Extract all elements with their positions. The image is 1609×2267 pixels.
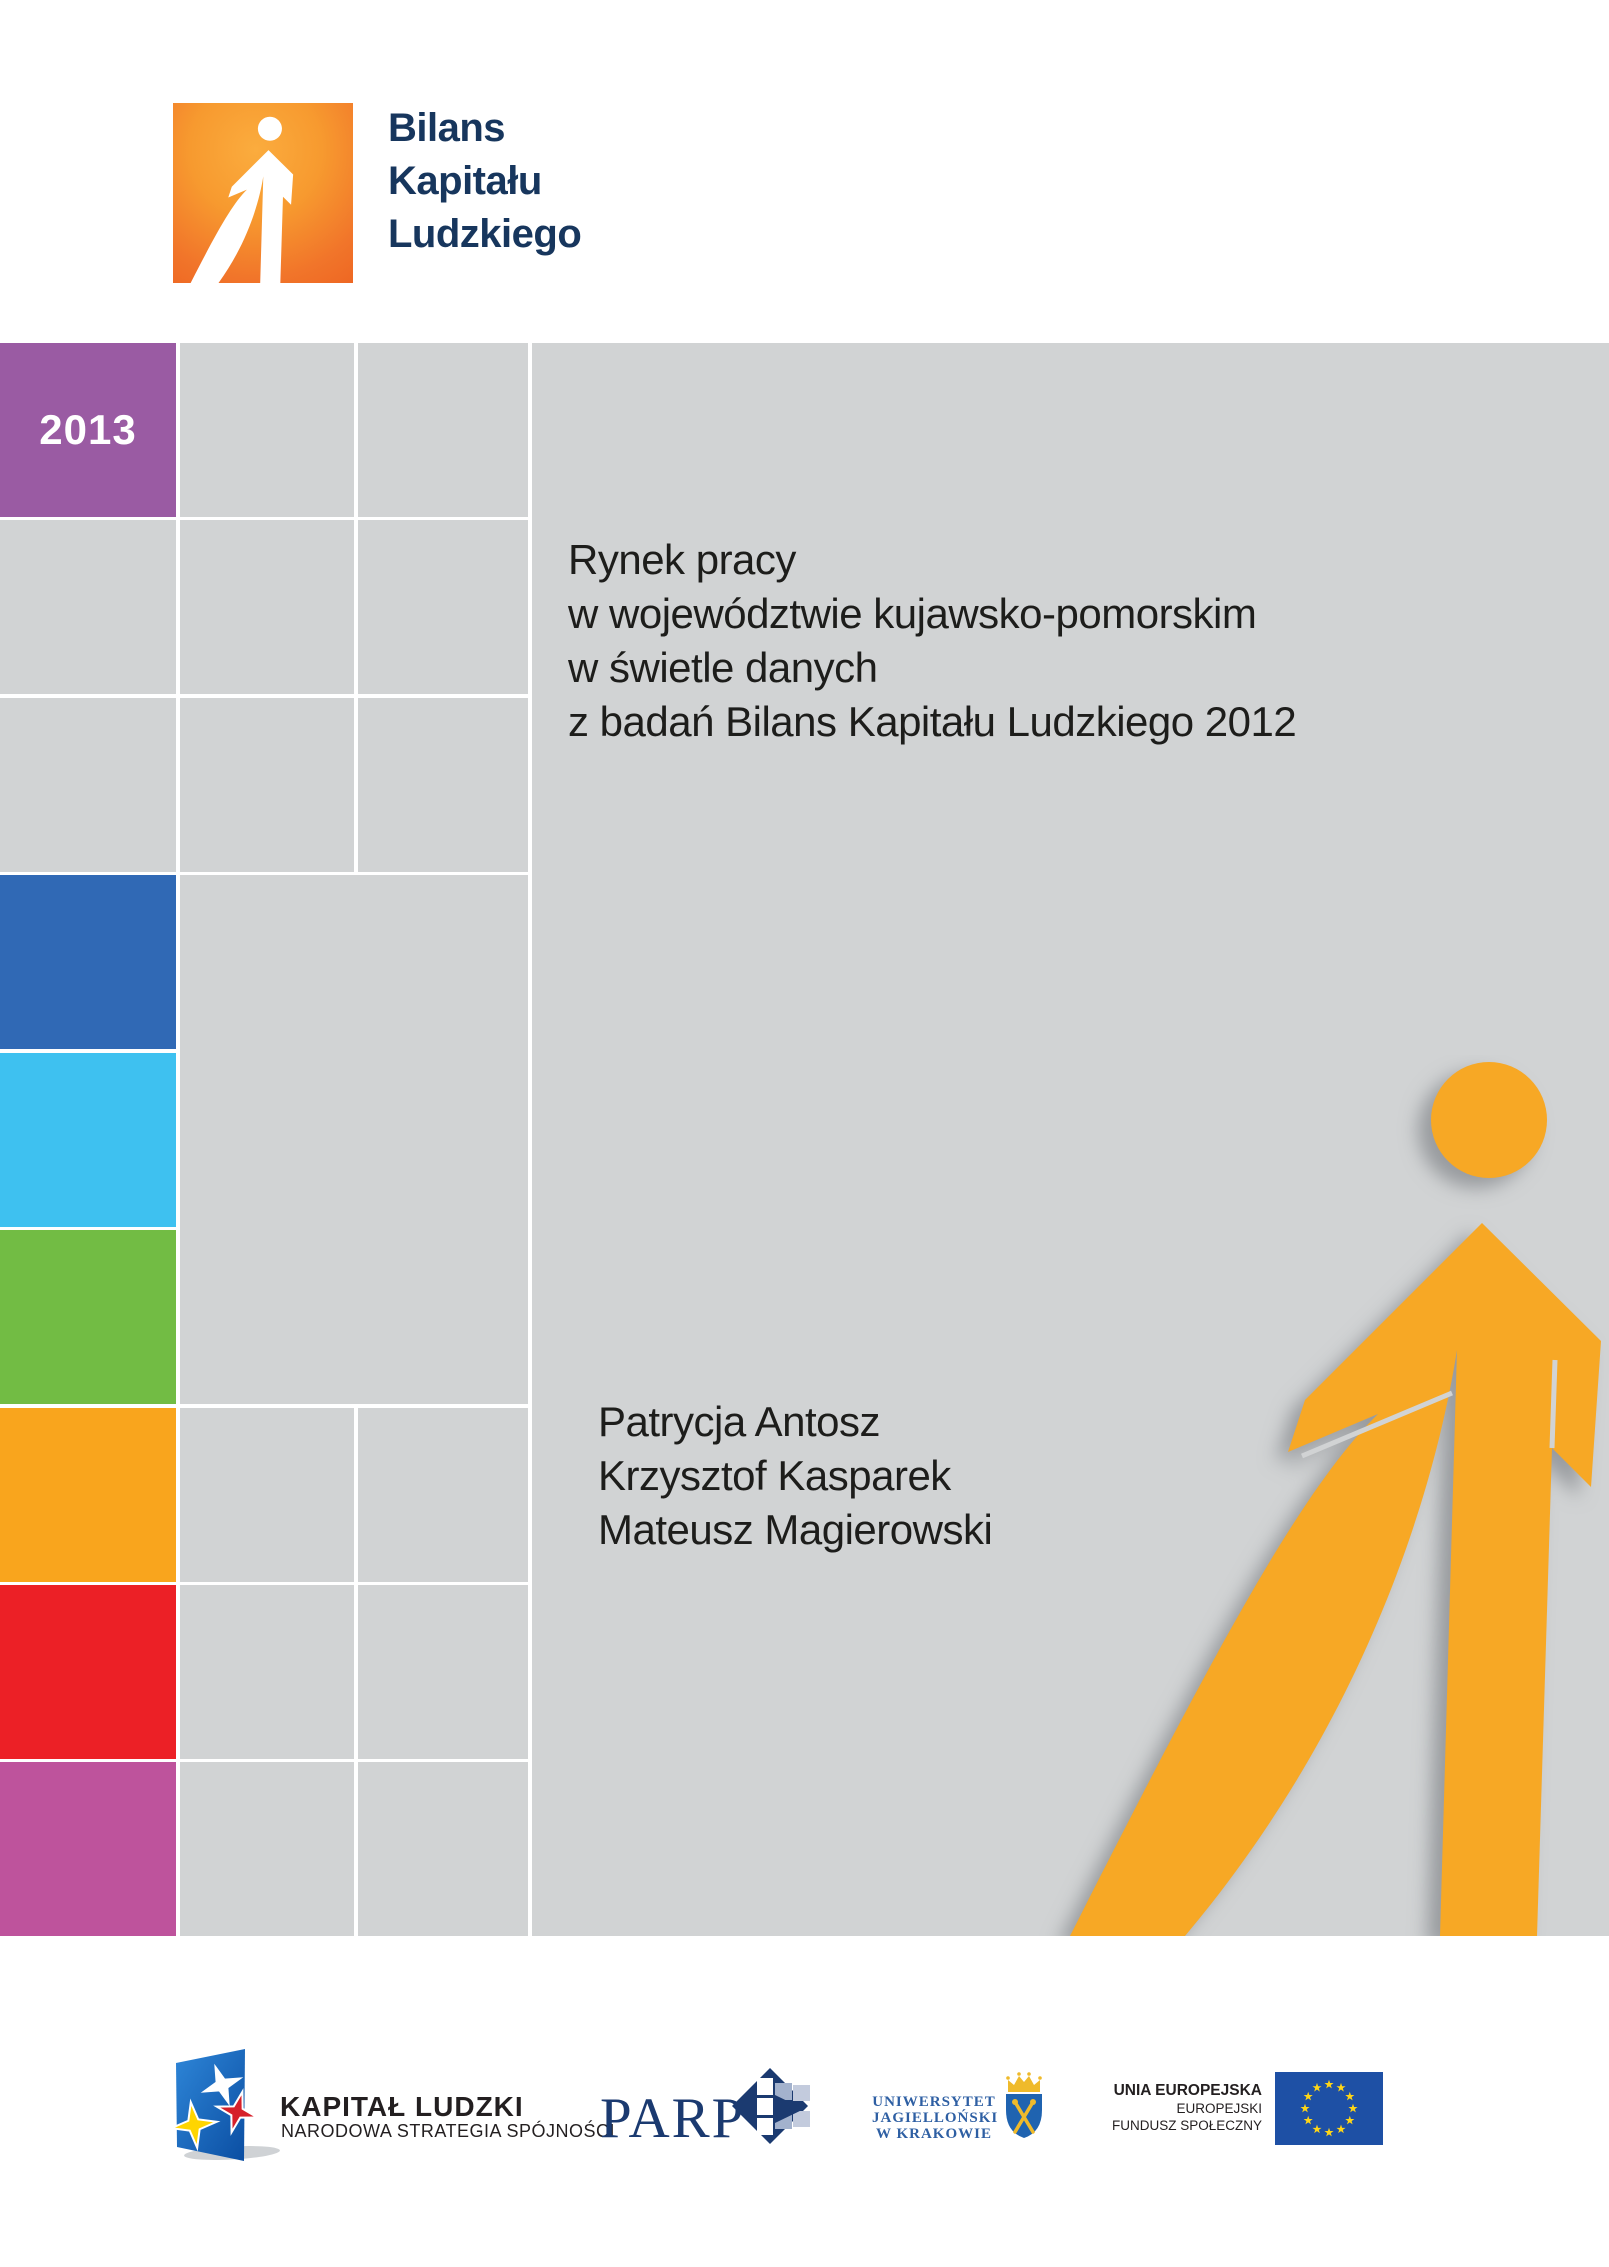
uj-line: JAGIELLOŃSKI xyxy=(872,2110,999,2126)
grid-tile xyxy=(358,520,528,694)
eu-line: FUNDUSZ SPOŁECZNY xyxy=(1111,2118,1262,2133)
kapital-ludzki-flag-icon xyxy=(172,2049,280,2161)
grid-tile xyxy=(180,343,354,517)
grid-tile-cyan xyxy=(0,1053,176,1227)
grid-tile xyxy=(180,520,354,694)
grid-tile xyxy=(358,1408,528,1582)
grid-tile xyxy=(0,698,176,872)
eu-line: UNIA EUROPEJSKA xyxy=(1113,2082,1262,2099)
uj-wordmark: UNIWERSYTET JAGIELLOŃSKI W KRAKOWIE xyxy=(872,2094,999,2142)
content-panel: Rynek pracy w województwie kujawsko-pomo… xyxy=(532,343,1609,1936)
title-line: w województwie kujawsko-pomorskim xyxy=(568,590,1257,637)
grid-tile-green xyxy=(0,1230,176,1404)
eu-line: EUROPEJSKI xyxy=(1176,2100,1262,2116)
grid-tile-orange xyxy=(0,1408,176,1582)
title-line: z badań Bilans Kapitału Ludzkiego 2012 xyxy=(568,698,1297,745)
title-line: Rynek pracy xyxy=(568,536,796,583)
kapital-ludzki-title: KAPITAŁ LUDZKI xyxy=(280,2091,524,2122)
brand-line: Kapitału xyxy=(388,159,542,203)
parp-wordmark: PARP xyxy=(600,2087,746,2150)
kapital-ludzki-subtitle: NARODOWA STRATEGIA SPÓJNOŚCI xyxy=(281,2121,616,2141)
grid-tile xyxy=(180,1408,354,1582)
grid-tile-red xyxy=(0,1585,176,1759)
author-name: Mateusz Magierowski xyxy=(598,1506,993,1553)
parp-logo-icon xyxy=(732,2068,810,2144)
grid-tile xyxy=(358,698,528,872)
title-line: w świetle danych xyxy=(568,644,878,691)
brand-line: Bilans xyxy=(388,106,506,150)
uj-line: W KRAKOWIE xyxy=(876,2126,992,2142)
grid-tile xyxy=(180,698,354,872)
year-badge: 2013 xyxy=(39,406,137,453)
grid-tile xyxy=(0,520,176,694)
authors: Patrycja Antosz Krzysztof Kasparek Mateu… xyxy=(598,1395,993,1557)
eu-flag-icon xyxy=(1275,2072,1383,2145)
person-icon xyxy=(1070,1062,1601,1936)
uj-line: UNIWERSYTET xyxy=(872,2094,996,2110)
grid-tile xyxy=(358,1762,528,1936)
author-name: Krzysztof Kasparek xyxy=(598,1452,951,1499)
year-tile xyxy=(0,343,176,517)
grid-tile-merged xyxy=(180,875,528,1404)
uj-crest-icon xyxy=(1006,2072,1042,2138)
person-icon xyxy=(183,116,294,283)
grid-tile xyxy=(358,1585,528,1759)
grid-tile xyxy=(180,1762,354,1936)
brand-wordmark: Bilans Kapitału Ludzkiego xyxy=(388,102,582,261)
author-name: Patrycja Antosz xyxy=(598,1398,880,1445)
grid-tile xyxy=(358,343,528,517)
grid-tile xyxy=(180,1585,354,1759)
brand-line: Ludzkiego xyxy=(388,212,582,256)
bkl-logo-square xyxy=(173,103,353,283)
person-figure-graphic xyxy=(1020,1055,1609,1936)
eu-wordmark: UNIA EUROPEJSKA EUROPEJSKI FUNDUSZ SPOŁE… xyxy=(1020,2082,1262,2135)
grid-tile-magenta xyxy=(0,1762,176,1936)
report-title: Rynek pracy w województwie kujawsko-pomo… xyxy=(568,533,1297,749)
grid-tile-blue xyxy=(0,875,176,1049)
